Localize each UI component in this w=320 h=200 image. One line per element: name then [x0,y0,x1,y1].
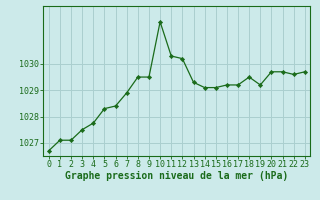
X-axis label: Graphe pression niveau de la mer (hPa): Graphe pression niveau de la mer (hPa) [65,171,288,181]
